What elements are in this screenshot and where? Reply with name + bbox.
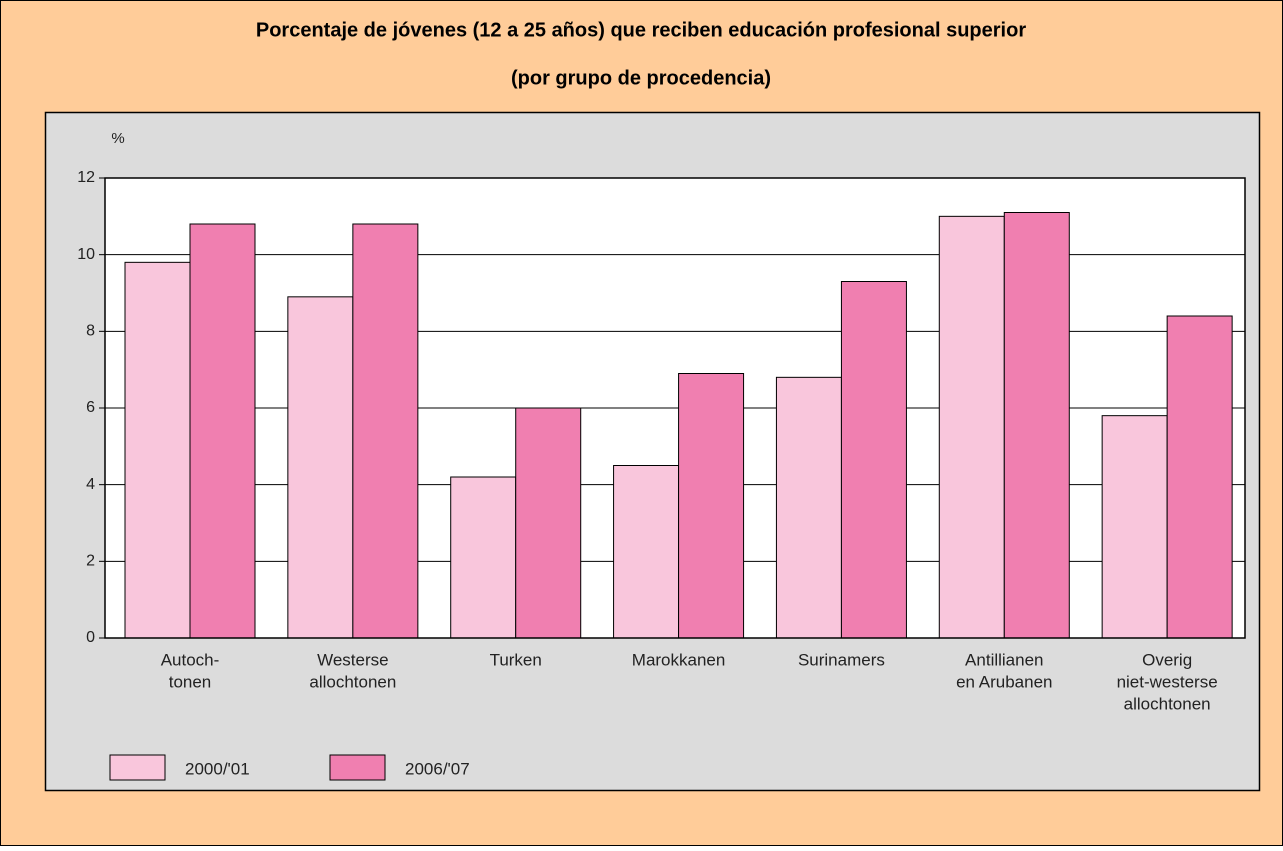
chart-title: Porcentaje de jóvenes (12 a 25 años) que… [256,19,1026,41]
x-tick-label: allochtonen [1124,694,1211,713]
x-tick-label: Overig [1142,650,1192,669]
x-tick-label: Marokkanen [632,650,726,669]
y-tick-label: 6 [86,399,95,416]
bar [1166,315,1233,639]
y-tick-label: 0 [86,629,95,646]
x-tick-label: Antillianen [965,650,1043,669]
y-tick-label: 10 [77,246,95,263]
chart-subtitle: (por grupo de procedencia) [511,67,771,89]
bar [938,215,1005,639]
y-axis-label: % [111,130,124,147]
bar [352,223,419,639]
legend-swatch [329,754,386,781]
bar [189,223,256,639]
legend-swatch [109,754,166,781]
y-tick-label: 8 [86,323,95,340]
bar [515,407,582,639]
x-tick-label: Turken [490,650,542,669]
plot-frame [104,177,1246,639]
bar [124,261,191,639]
legend-label: 2006/'07 [405,759,470,778]
y-tick-label: 12 [77,169,95,186]
bar [1101,415,1168,639]
x-tick-label: niet-westerse [1117,672,1218,691]
bar [840,281,907,639]
bar [775,376,842,639]
bar [287,296,354,639]
y-tick-label: 2 [86,553,95,570]
legend-label: 2000/'01 [185,759,250,778]
x-tick-label: en Arubanen [956,672,1052,691]
x-tick-label: Westerse [317,650,389,669]
bar [1003,212,1070,639]
y-tick-label: 4 [86,476,95,493]
bar [613,465,680,639]
x-tick-label: allochtonen [309,672,396,691]
x-tick-label: Autoch- [161,650,220,669]
bar [450,476,517,639]
bar [678,373,745,639]
x-tick-label: Surinamers [798,650,885,669]
x-tick-label: tonen [169,672,212,691]
